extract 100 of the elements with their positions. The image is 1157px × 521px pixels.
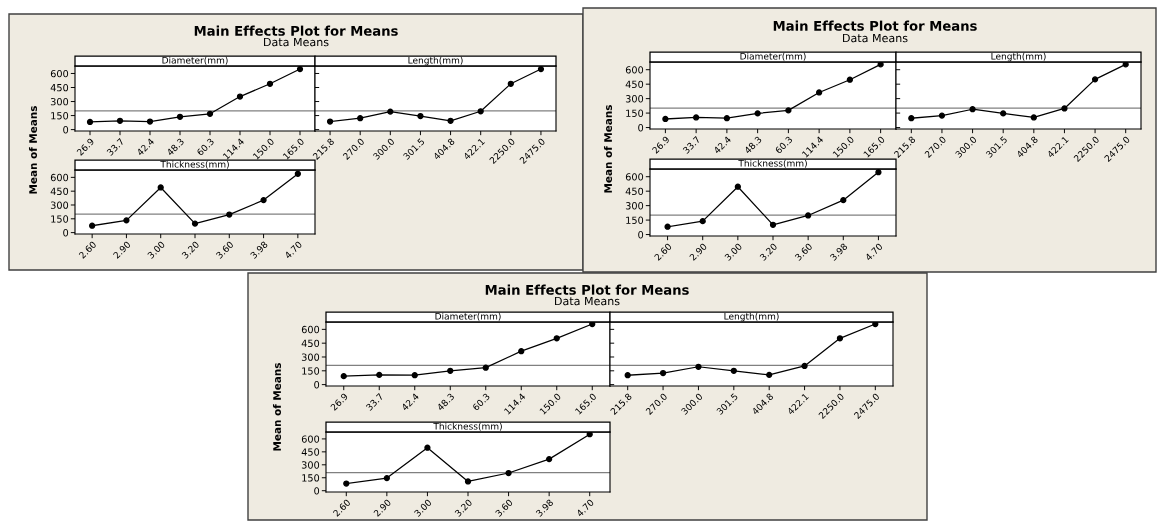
point — [734, 183, 741, 190]
point — [477, 108, 484, 115]
y-tick-label: 300 — [625, 202, 644, 210]
point — [146, 118, 154, 125]
point — [157, 184, 164, 191]
y-tick-label: 0 — [63, 229, 69, 237]
y-tick-label: 150 — [302, 474, 320, 482]
text: Thickness(mm) — [160, 160, 229, 169]
chart-subtitle: Data Means — [264, 37, 329, 47]
point — [877, 62, 884, 68]
y-tick-label: 600 — [625, 173, 644, 181]
y-axis-title: Mean of Means — [28, 106, 38, 194]
y-axis-title: Mean of Means — [272, 363, 282, 451]
point — [692, 114, 700, 121]
y-tick-label: 600 — [625, 66, 644, 74]
point — [769, 221, 777, 228]
y-tick-label: 450 — [50, 187, 69, 196]
point — [357, 115, 364, 122]
point — [586, 432, 593, 438]
text: Diameter(mm) — [435, 312, 501, 321]
point — [518, 348, 525, 355]
y-tick-label: 300 — [301, 461, 320, 469]
point — [296, 66, 304, 73]
point — [89, 222, 96, 229]
text: Length(mm) — [724, 312, 779, 322]
point — [206, 110, 214, 117]
point — [447, 117, 454, 124]
chart-title: Main Effects Plot for Means — [485, 284, 689, 295]
point — [766, 371, 773, 378]
point — [1061, 105, 1068, 112]
y-tick-label: 450 — [301, 448, 320, 456]
y-axis-title: Mean of Means — [603, 105, 613, 193]
point — [662, 115, 669, 123]
point — [699, 218, 706, 225]
text: Length(mm) — [991, 52, 1046, 62]
point — [875, 169, 882, 176]
point — [730, 367, 737, 374]
y-tick-label: 450 — [301, 339, 320, 348]
point — [546, 455, 553, 463]
point — [176, 113, 184, 120]
point — [464, 478, 472, 485]
point — [505, 469, 512, 477]
point — [537, 66, 545, 73]
point — [659, 369, 667, 377]
point — [805, 212, 812, 219]
y-tick-label: 600 — [50, 173, 69, 182]
point — [326, 118, 334, 125]
y-tick-label: 600 — [50, 69, 69, 78]
chart-subtitle: Data Means — [555, 296, 620, 306]
point — [1122, 62, 1129, 68]
point — [236, 93, 244, 100]
point — [664, 223, 671, 230]
point — [836, 335, 844, 342]
point — [1000, 110, 1007, 117]
point — [938, 112, 946, 119]
point — [872, 322, 879, 328]
text: Thickness(mm) — [738, 159, 807, 168]
text: Length(mm) — [408, 56, 463, 66]
y-tick-label: 300 — [50, 98, 69, 106]
point — [723, 115, 731, 122]
point — [969, 106, 976, 113]
point — [191, 220, 199, 227]
y-tick-label: 0 — [638, 124, 644, 132]
point — [116, 117, 124, 124]
point — [624, 372, 631, 379]
point — [260, 196, 267, 204]
point — [1091, 76, 1099, 83]
point — [846, 76, 854, 83]
y-tick-label: 300 — [625, 95, 644, 103]
y-tick-label: 150 — [626, 109, 644, 117]
point — [589, 322, 596, 328]
point — [815, 89, 823, 96]
point — [226, 211, 233, 218]
point — [507, 80, 514, 87]
y-tick-label: 0 — [63, 126, 69, 134]
y-tick-label: 150 — [626, 216, 644, 224]
y-tick-label: 450 — [625, 80, 644, 88]
point — [785, 107, 792, 114]
chart-subtitle: Data Means — [843, 33, 908, 43]
y-tick-label: 450 — [625, 187, 644, 195]
y-tick-label: 150 — [302, 367, 320, 375]
point — [1030, 114, 1037, 121]
point — [86, 118, 94, 126]
point — [447, 367, 454, 374]
point — [383, 474, 390, 482]
y-tick-label: 450 — [50, 83, 69, 92]
y-tick-label: 600 — [301, 325, 320, 334]
point — [123, 217, 130, 224]
y-tick-label: 600 — [301, 435, 320, 443]
point — [343, 480, 350, 487]
y-tick-label: 300 — [50, 201, 69, 209]
point — [553, 335, 560, 342]
point — [411, 372, 418, 379]
point — [266, 80, 274, 87]
point — [376, 371, 383, 378]
point — [482, 364, 489, 371]
text: Thickness(mm) — [433, 422, 502, 431]
y-tick-label: 300 — [301, 353, 320, 361]
point — [801, 362, 808, 370]
point — [754, 110, 761, 117]
